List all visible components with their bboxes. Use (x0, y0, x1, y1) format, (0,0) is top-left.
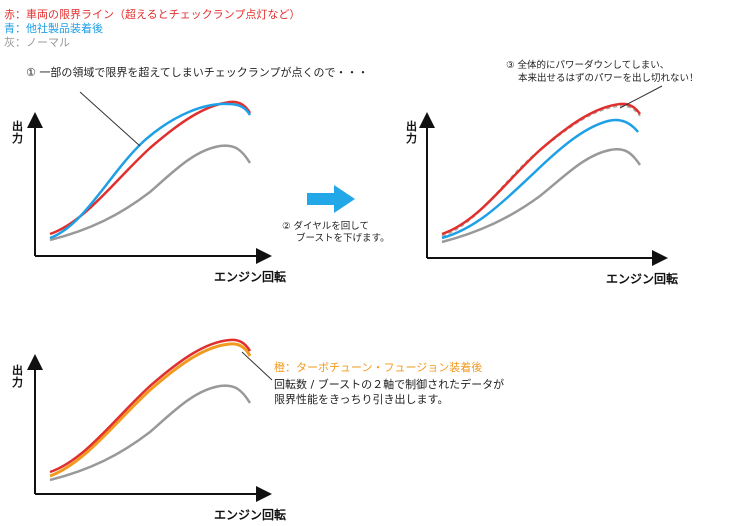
chart2-y-label-2: 力 (406, 132, 417, 145)
chart2-y-label-1: 出 (406, 120, 417, 133)
chart2-gray-curve (441, 148, 642, 244)
orange-desc-line1: 回転数 / ブーストの２軸で制御されたデータが (274, 378, 505, 391)
chart-1 (27, 91, 272, 264)
chart-3 (27, 338, 273, 502)
chart1-gray-curve (49, 144, 252, 242)
legend-gray: 灰：ノーマル (4, 36, 70, 49)
chart2-red-curve (441, 102, 642, 236)
orange-title: 橙：ターボチューン・フュージョン装着後 (274, 361, 483, 374)
note-1: ① 一部の領域で限界を超えてしまいチェックランプが点くので・・・ (26, 66, 369, 79)
note-3-line1: ③ 全体的にパワーダウンしてしまい、 (506, 60, 670, 71)
chart3-y-label-1: 出 (12, 364, 23, 377)
chart3-orange-curve (49, 342, 252, 478)
chart1-blue-curve (49, 102, 252, 240)
chart1-x-label: エンジン回転 (214, 270, 287, 284)
chart3-callout-line (241, 351, 273, 381)
chart2-blue-curve (441, 118, 639, 240)
chart3-red-curve (49, 338, 252, 474)
chart3-gray-curve (49, 384, 252, 482)
orange-desc-line2: 限界性能をきっちり引き出します。 (274, 393, 449, 406)
chart-2 (419, 85, 668, 266)
chart3-y-label-2: 力 (12, 376, 23, 389)
note-2-line1: ② ダイヤルを回して (282, 221, 369, 232)
chart3-x-label: エンジン回転 (214, 508, 287, 522)
chart1-y-label-1: 出 (12, 120, 23, 133)
legend-blue: 青：他社製品装着後 (4, 22, 103, 35)
arrow-right-icon (307, 185, 355, 213)
chart2-x-label: エンジン回転 (606, 272, 679, 286)
legend-red: 赤：車両の限界ライン（超えるとチェックランプ点灯など） (4, 8, 301, 21)
chart1-y-label-2: 力 (12, 132, 23, 145)
chart1-callout-line (79, 91, 141, 147)
note-2-line2: ブーストを下げます。 (296, 233, 390, 244)
chart1-red-curve (49, 100, 252, 236)
note-3-line2: 本来出せるはずのパワーを出し切れない！ (518, 73, 699, 84)
chart2-callout-line (619, 85, 663, 109)
